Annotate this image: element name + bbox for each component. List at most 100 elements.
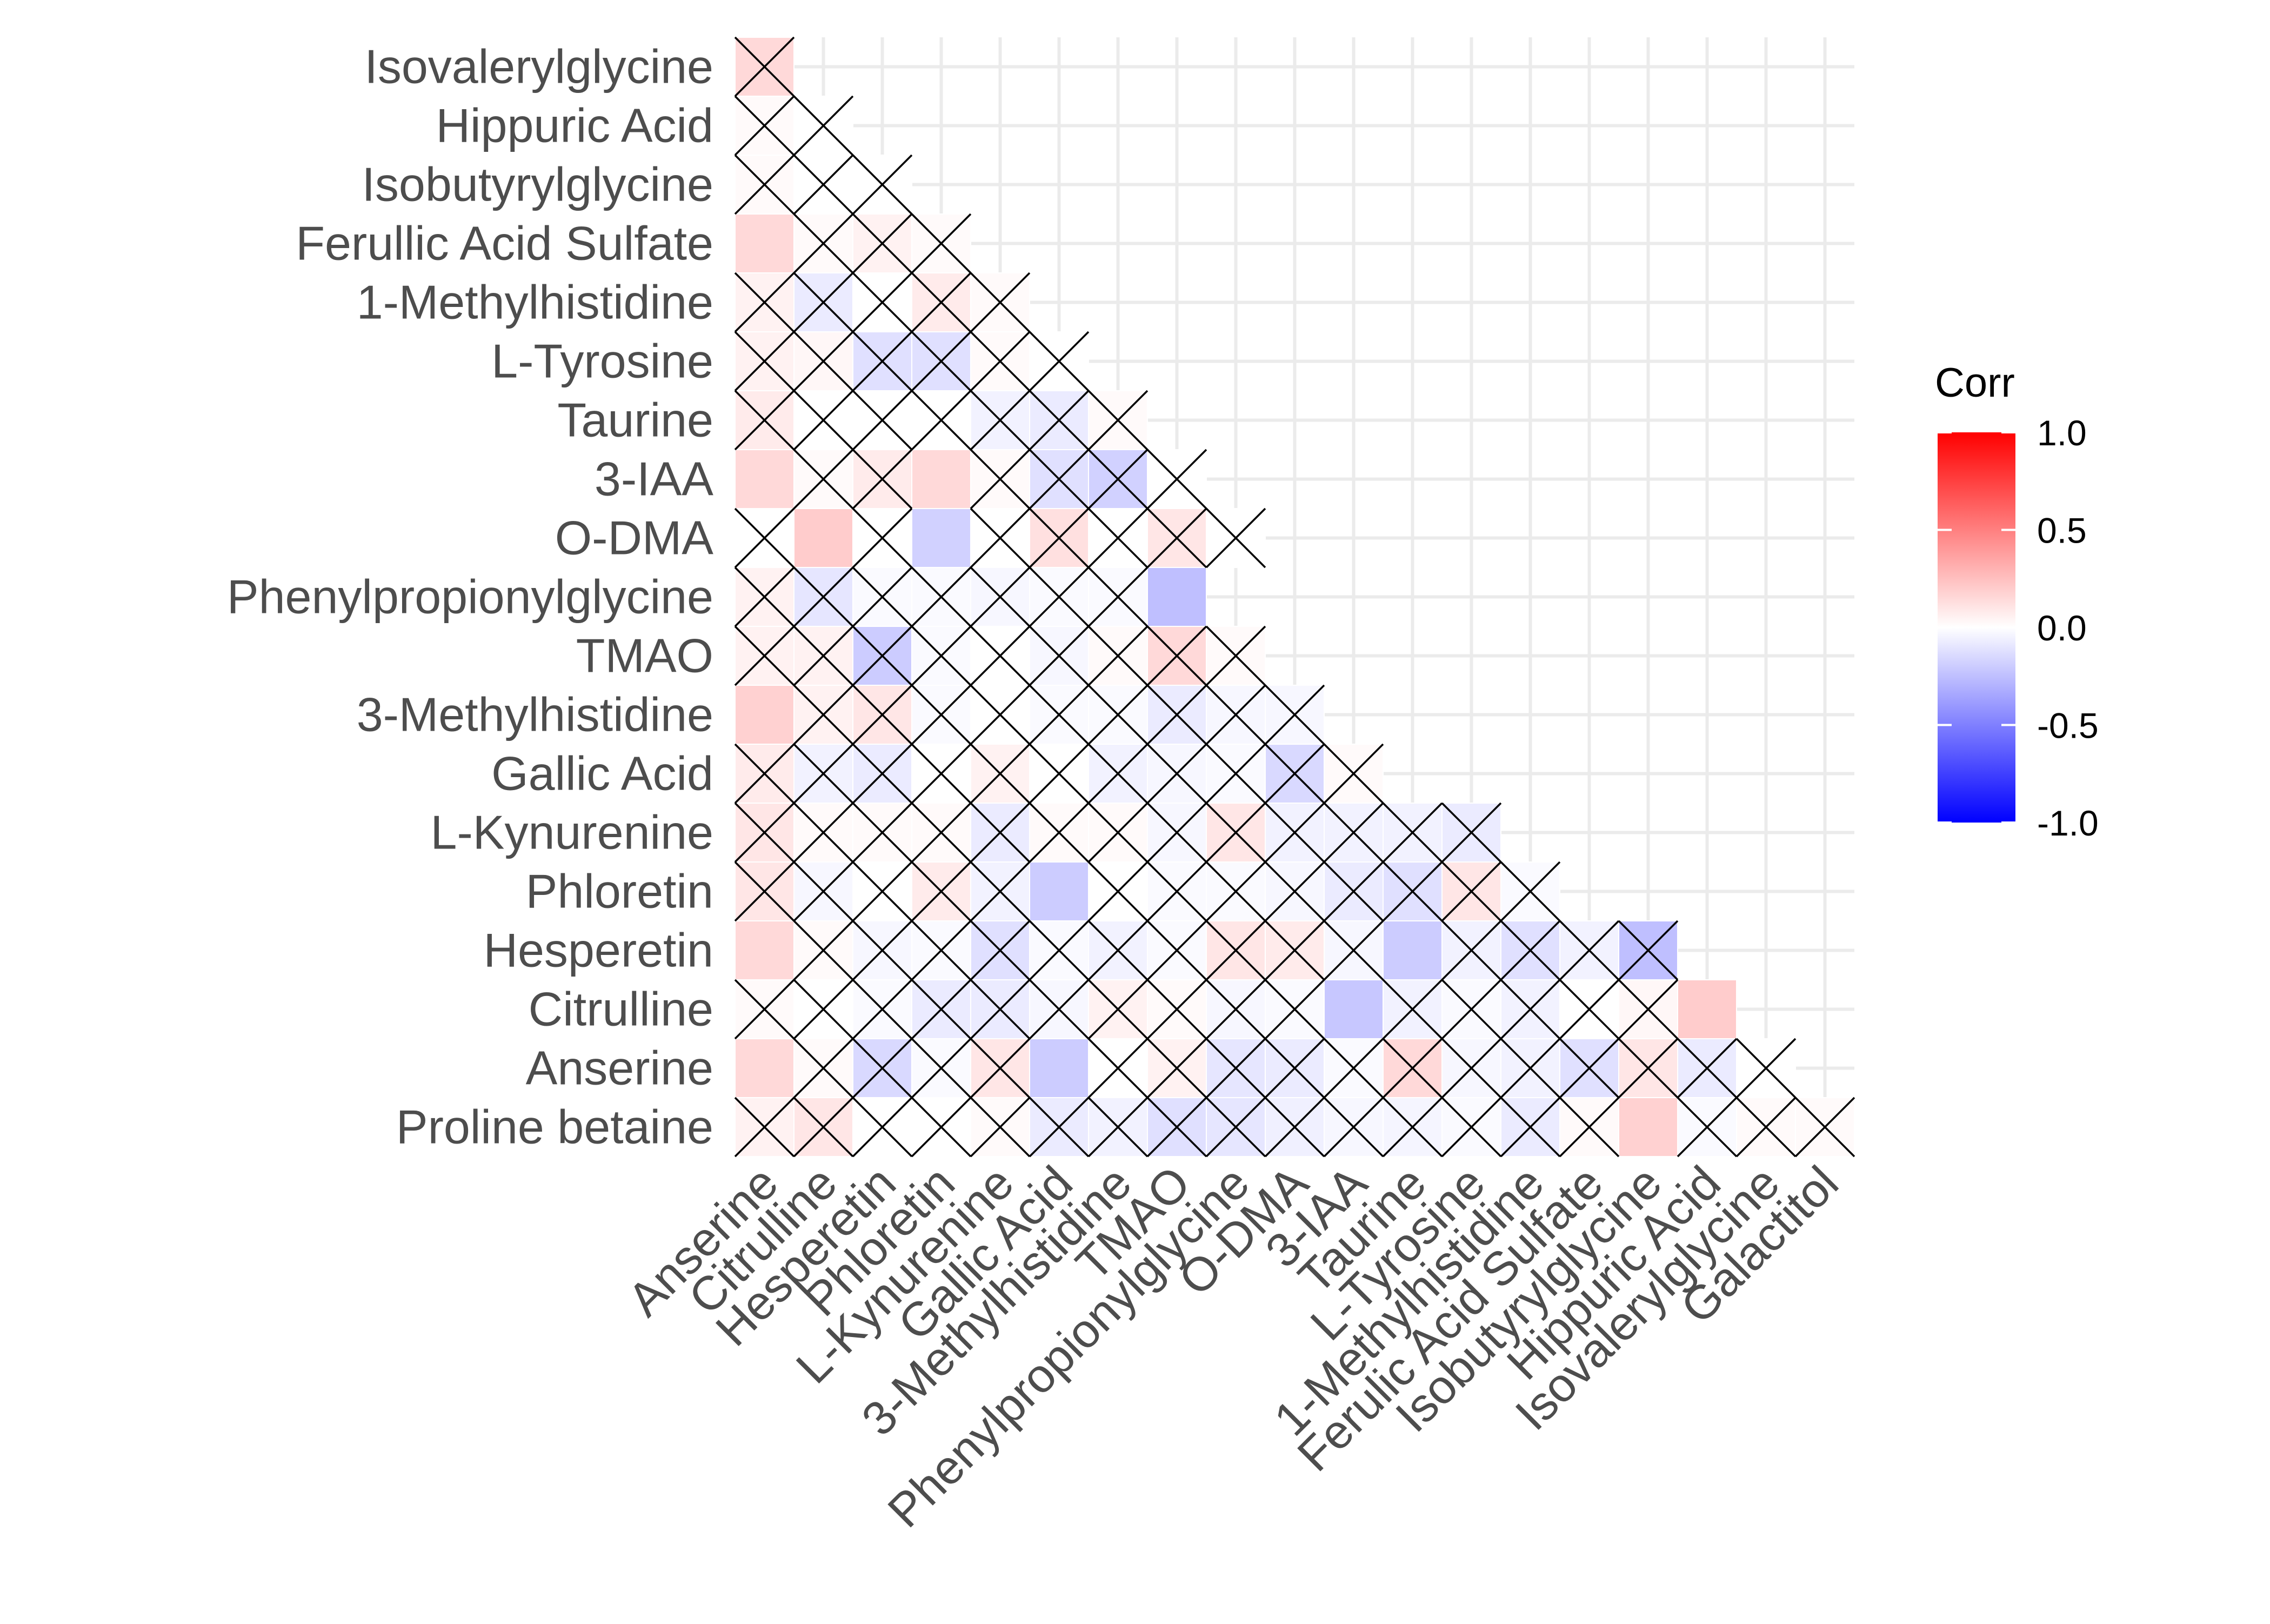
cross-mark	[911, 979, 972, 1040]
insignificance-crosses	[734, 36, 1855, 1158]
heatmap-cell	[735, 213, 794, 273]
cross-mark	[734, 507, 795, 569]
cross-mark	[911, 802, 972, 863]
cross-mark	[1205, 979, 1266, 1040]
legend-tick-label: 1.0	[2037, 413, 2087, 453]
cross-mark	[852, 1038, 913, 1099]
cross-mark	[852, 331, 913, 392]
cross-mark	[1323, 861, 1384, 922]
cross-mark	[1323, 1038, 1384, 1099]
cross-mark	[970, 625, 1031, 686]
cross-mark	[793, 861, 854, 922]
y-tick-label: Gallic Acid	[491, 747, 713, 800]
cross-mark	[1382, 802, 1443, 863]
cross-mark	[793, 625, 854, 686]
cross-mark	[734, 979, 795, 1040]
cross-mark	[1087, 390, 1149, 451]
cross-mark	[1029, 920, 1090, 981]
cross-mark	[970, 566, 1031, 627]
cross-mark	[1264, 802, 1325, 863]
cross-mark	[1087, 684, 1149, 745]
cross-mark	[970, 272, 1031, 333]
cross-mark	[970, 802, 1031, 863]
cross-mark	[1500, 920, 1561, 981]
cross-mark	[1205, 1038, 1266, 1099]
cross-mark	[793, 1097, 854, 1158]
cross-mark	[734, 272, 795, 333]
cross-mark	[793, 802, 854, 863]
cross-mark	[1029, 566, 1090, 627]
cross-mark	[970, 861, 1031, 922]
y-tick-label: Hippuric Acid	[436, 99, 713, 152]
heatmap-cell	[1029, 861, 1089, 921]
y-tick-label: Isobutyrylglycine	[362, 158, 713, 211]
cross-mark	[1735, 1038, 1797, 1099]
cross-mark	[911, 684, 972, 745]
cross-mark	[734, 154, 795, 215]
cross-mark	[1029, 802, 1090, 863]
cross-mark	[1146, 625, 1207, 686]
heatmap-cell	[1383, 920, 1443, 980]
y-tick-label: Proline betaine	[396, 1100, 713, 1154]
cross-mark	[1146, 802, 1207, 863]
y-tick-label: Phenylpropionylglycine	[227, 570, 713, 624]
x-tick-labels: AnserineCitrullineHesperetinPhloretinL-K…	[617, 1155, 1848, 1538]
cross-mark	[1029, 390, 1090, 451]
cross-mark	[1205, 920, 1266, 981]
cross-mark	[911, 566, 972, 627]
color-legend: Corr 1.0 0.5 0.0 -0.5 -1.0	[1935, 360, 2099, 843]
cross-mark	[1264, 979, 1325, 1040]
cross-mark	[1205, 1097, 1266, 1158]
cross-mark	[793, 390, 854, 451]
cross-mark	[970, 979, 1031, 1040]
cross-mark	[734, 331, 795, 392]
cross-mark	[852, 861, 913, 922]
cross-mark	[1146, 920, 1207, 981]
cross-mark	[1323, 1097, 1384, 1158]
cross-mark	[970, 390, 1031, 451]
cross-mark	[793, 95, 854, 156]
cross-mark	[1146, 449, 1207, 510]
cross-mark	[1618, 1038, 1679, 1099]
cross-mark	[793, 331, 854, 392]
cross-mark	[911, 920, 972, 981]
legend-title: Corr	[1935, 360, 2015, 406]
cross-mark	[852, 449, 913, 510]
cross-mark	[1029, 449, 1090, 510]
cross-mark	[734, 95, 795, 156]
cross-mark	[1087, 1097, 1149, 1158]
cross-mark	[1087, 979, 1149, 1040]
cross-mark	[970, 331, 1031, 392]
cross-mark	[911, 625, 972, 686]
y-tick-label: Phloretin	[526, 865, 713, 918]
cross-mark	[1146, 743, 1207, 804]
cross-mark	[793, 979, 854, 1040]
cross-mark	[1382, 861, 1443, 922]
cross-mark	[793, 566, 854, 627]
cross-mark	[1323, 802, 1384, 863]
cross-mark	[1500, 979, 1561, 1040]
cross-mark	[793, 449, 854, 510]
cross-mark	[793, 1038, 854, 1099]
cross-mark	[793, 743, 854, 804]
cross-mark	[1205, 861, 1266, 922]
cross-mark	[1087, 449, 1149, 510]
cross-mark	[1029, 625, 1090, 686]
y-tick-label: L-Tyrosine	[491, 335, 713, 388]
cross-mark	[852, 1097, 913, 1158]
cross-mark	[852, 625, 913, 686]
y-tick-label: Citrulline	[529, 983, 713, 1036]
cross-mark	[911, 331, 972, 392]
cross-mark	[970, 1038, 1031, 1099]
cross-mark	[1205, 625, 1266, 686]
cross-mark	[911, 272, 972, 333]
cross-mark	[1441, 1038, 1502, 1099]
cross-mark	[793, 920, 854, 981]
cross-mark	[1087, 743, 1149, 804]
cross-mark	[1146, 507, 1207, 569]
cross-mark	[1559, 1038, 1620, 1099]
cross-mark	[1382, 979, 1443, 1040]
cross-mark	[1677, 1097, 1738, 1158]
